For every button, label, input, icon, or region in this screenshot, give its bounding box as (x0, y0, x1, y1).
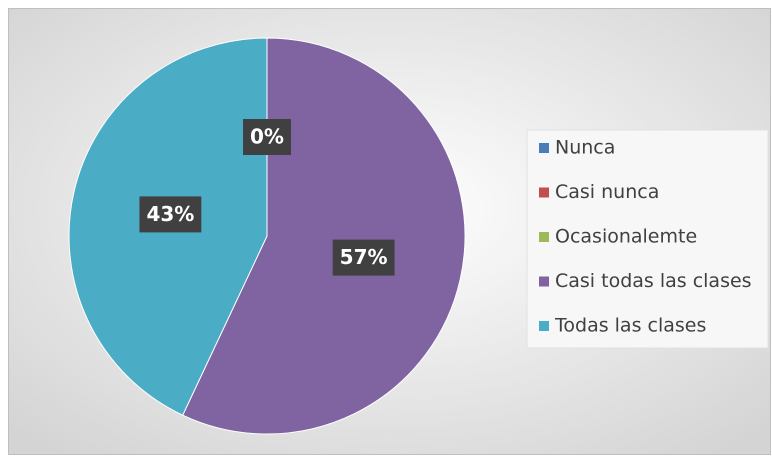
pie-slice (182, 37, 466, 435)
legend-swatch (539, 187, 549, 198)
legend-swatch (539, 232, 549, 242)
value-label-group: 43% (139, 196, 202, 233)
value-label: 57% (340, 245, 388, 269)
value-label-box (139, 196, 202, 233)
legend-swatch (539, 321, 549, 331)
value-label: 0% (250, 125, 284, 149)
legend-label: Todas las clases (554, 315, 706, 337)
value-label-box (332, 239, 395, 276)
legend-label: Casi todas las clases (555, 270, 752, 292)
legend-label: Casi nunca (555, 181, 659, 203)
value-label-group: 0% (243, 119, 291, 155)
legend-label: Nunca (555, 137, 615, 159)
value-label: 43% (146, 202, 194, 226)
legend-box (526, 129, 769, 349)
legend-swatch (539, 276, 549, 287)
legend-swatch (539, 143, 549, 153)
value-label-box (243, 119, 291, 155)
legend-label: Ocasionalemte (555, 226, 697, 248)
value-label-group: 57% (332, 239, 395, 276)
